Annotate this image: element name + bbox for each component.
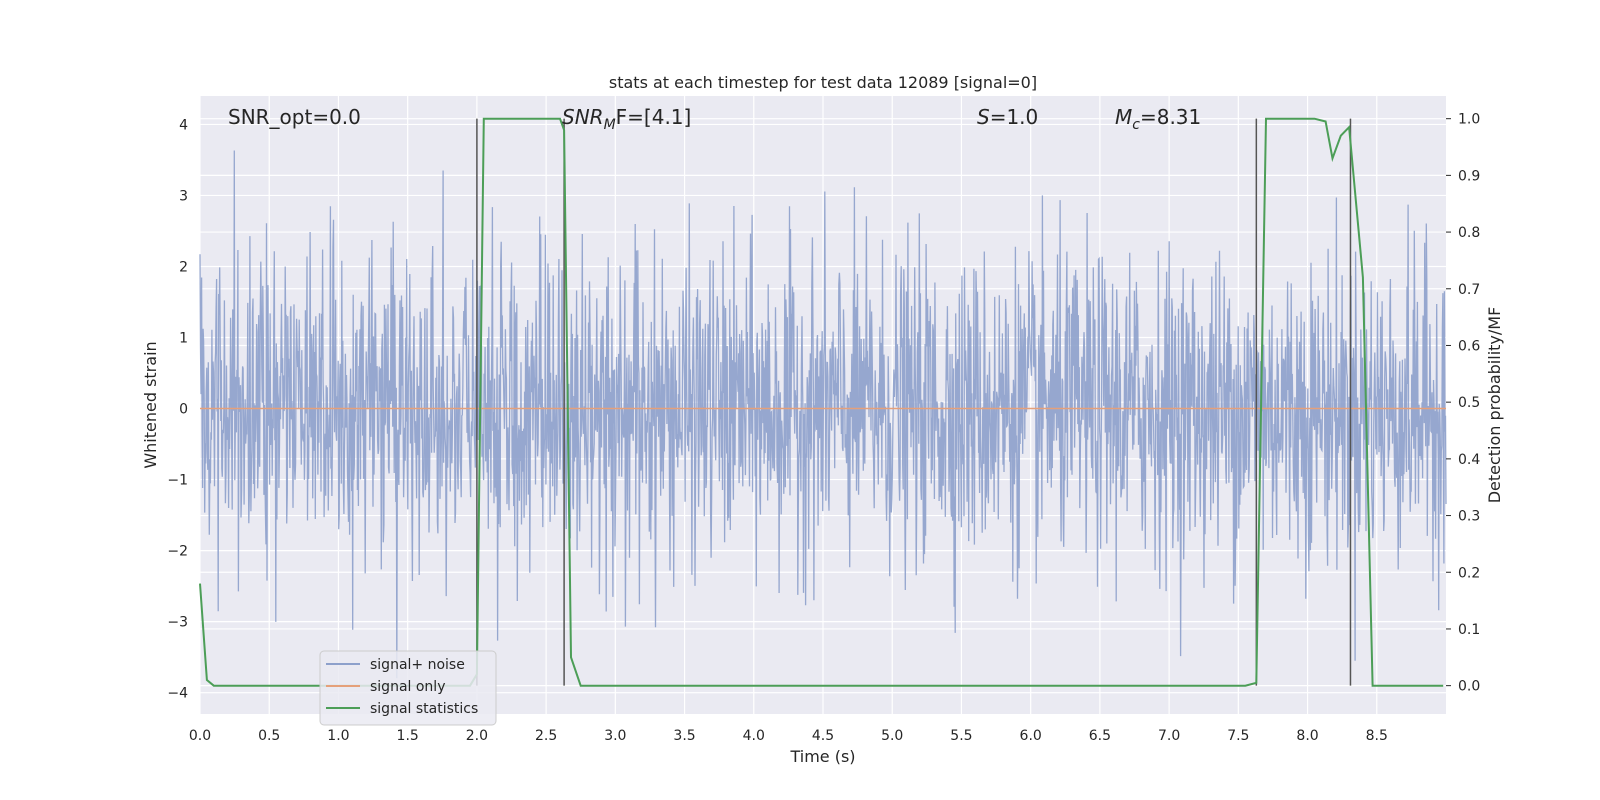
y-tick-label: 0: [179, 402, 188, 418]
annotation-snr-mf: SNRMF=[4.1]: [562, 105, 691, 133]
y-tick-label: 3: [179, 188, 188, 204]
annotation-s: S=1.0: [977, 105, 1038, 129]
x-tick-label: 8.5: [1366, 728, 1388, 744]
signal-noise-series: [199, 150, 1447, 679]
y-right-tick-label: 0.0: [1458, 679, 1480, 695]
legend-label-noise: signal+ noise: [370, 657, 465, 673]
x-tick-label: 5.0: [881, 728, 903, 744]
x-tick-label: 7.5: [1227, 728, 1249, 744]
y-tick-label: 4: [179, 117, 188, 133]
legend-label-signal: signal only: [370, 679, 445, 695]
x-tick-label: 6.5: [1089, 728, 1111, 744]
snr-mf-value: F=[4.1]: [616, 105, 692, 129]
mc-subscript: c: [1132, 117, 1140, 133]
y-right-tick-label: 0.2: [1458, 565, 1480, 581]
chart-title: stats at each timestep for test data 120…: [609, 73, 1037, 92]
x-tick-label: 5.5: [950, 728, 972, 744]
x-tick-label: 1.5: [397, 728, 419, 744]
y-tick-label: −4: [167, 686, 188, 702]
y-right-tick-label: 0.6: [1458, 338, 1480, 354]
mc-value: =8.31: [1140, 105, 1201, 129]
signal-noise-line: [199, 150, 1447, 679]
x-tick-label: 6.0: [1020, 728, 1042, 744]
x-axis-label: Time (s): [789, 747, 855, 766]
legend-label-stats: signal statistics: [370, 701, 478, 717]
y-tick-label: −3: [167, 615, 188, 631]
x-tick-label: 7.0: [1158, 728, 1180, 744]
vertical-lines: [476, 118, 1352, 686]
x-tick-label: 8.0: [1296, 728, 1318, 744]
ticks: 0.0 0.5 1.0 1.5 2.0 2.5 3.0 3.5 4.0 4.5 5.0 5.5 6.0 6…: [167, 112, 1480, 744]
y-tick-label: 1: [179, 331, 188, 347]
s-symbol: S: [977, 105, 990, 129]
y-right-tick-label: 0.9: [1458, 168, 1480, 184]
y-axis-right-label: Detection probability/MF: [1485, 307, 1504, 504]
x-tick-label: 3.5: [673, 728, 695, 744]
y-tick-label: 2: [179, 259, 188, 275]
x-tick-label: 0.0: [189, 728, 211, 744]
x-tick-label: 3.0: [604, 728, 626, 744]
y-right-tick-label: 0.5: [1458, 395, 1480, 411]
x-tick-label: 2.5: [535, 728, 557, 744]
y-right-tick-label: 0.1: [1458, 622, 1480, 638]
annotation-mc: Mc=8.31: [1115, 105, 1201, 133]
x-tick-label: 0.5: [258, 728, 280, 744]
y-tick-label: −1: [167, 473, 188, 489]
legend-box: [319, 650, 497, 726]
snr-mf-subscript: M: [604, 117, 616, 133]
y-right-tick-label: 0.3: [1458, 509, 1480, 525]
y-tick-label: −2: [167, 544, 188, 560]
x-tick-label: 4.5: [812, 728, 834, 744]
mc-symbol: M: [1115, 105, 1132, 129]
annotation-snr-opt: SNR_opt=0.0: [228, 105, 361, 129]
y-right-tick-label: 0.8: [1458, 225, 1480, 241]
y-right-tick-label: 0.4: [1458, 452, 1480, 468]
y-axis-label: Whitened strain: [141, 341, 160, 468]
y-right-tick-label: 1.0: [1458, 112, 1480, 128]
x-tick-label: 2.0: [466, 728, 488, 744]
snr-mf-symbol: SNR: [562, 105, 604, 129]
y-right-tick-label: 0.7: [1458, 282, 1480, 298]
x-tick-label: 1.0: [327, 728, 349, 744]
legend: signal+ noise signal only signal statist…: [319, 650, 497, 726]
x-tick-label: 4.0: [743, 728, 765, 744]
s-value: =1.0: [990, 105, 1039, 129]
